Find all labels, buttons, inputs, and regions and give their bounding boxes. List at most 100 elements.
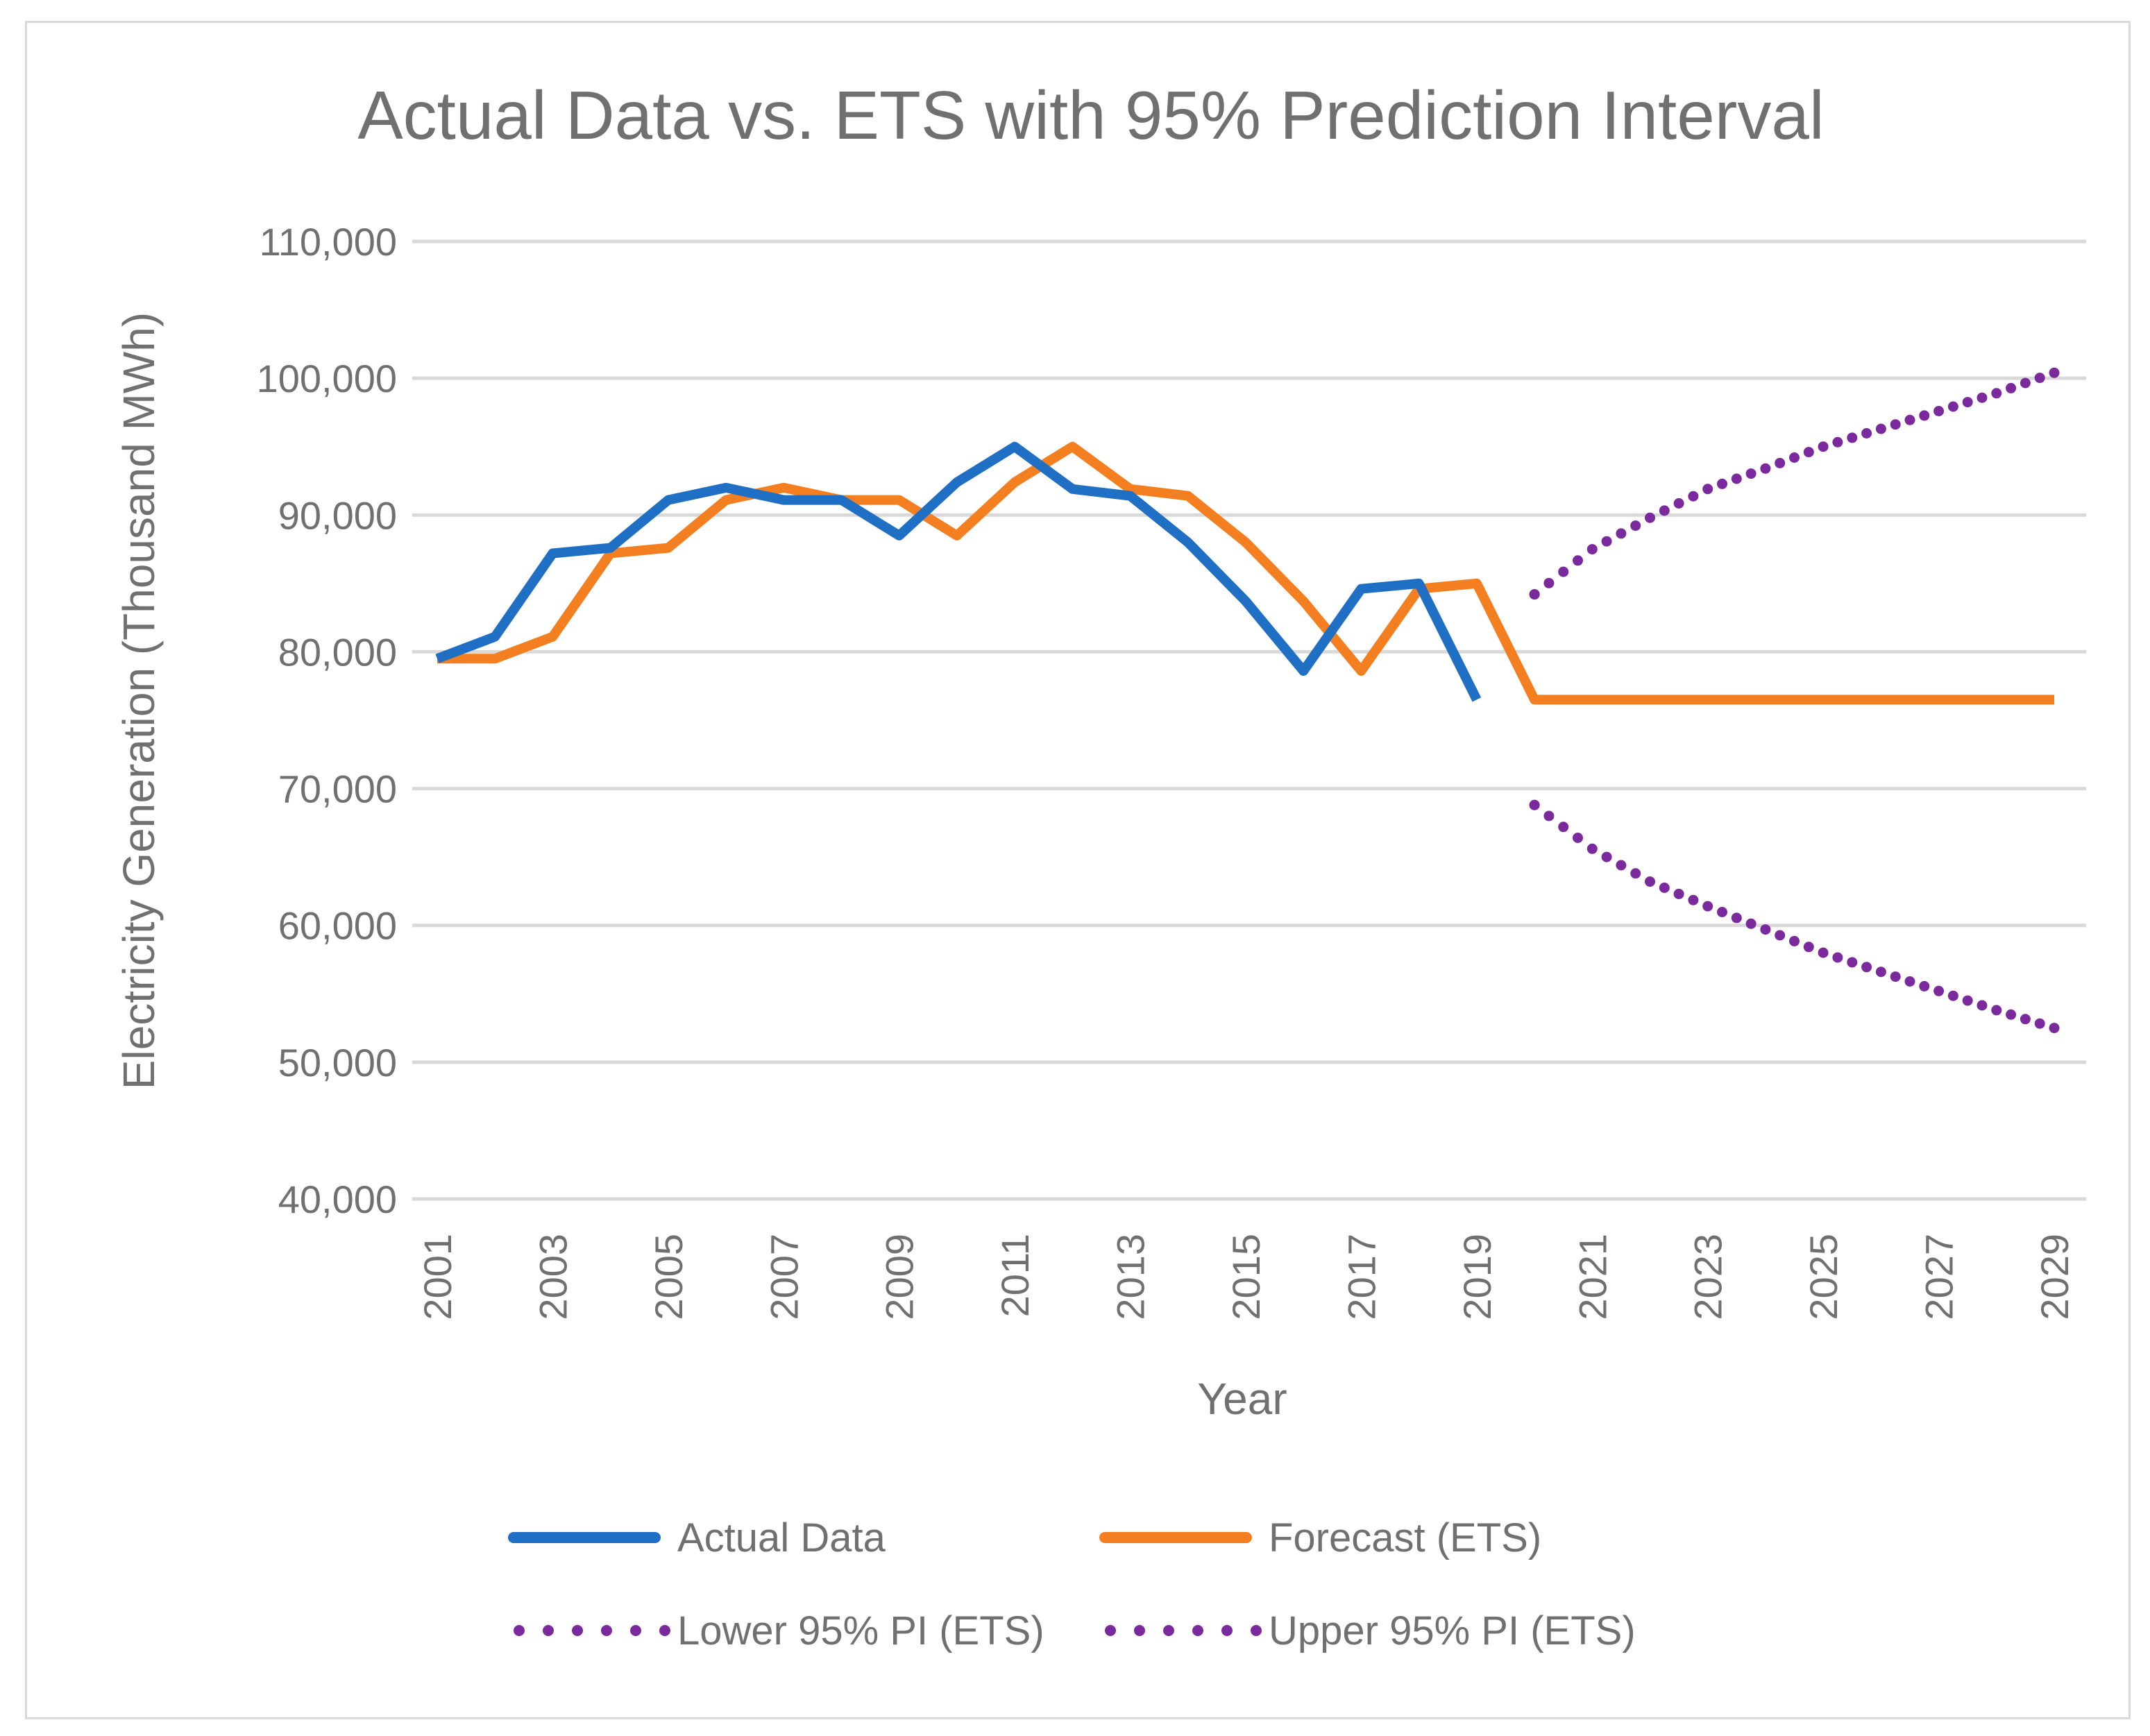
y-tick-label: 80,000 [278, 630, 397, 674]
upper-95-pi-ets-dot [1601, 536, 1612, 547]
y-tick-label: 100,000 [257, 357, 397, 400]
lower-95-pi-ets-dot [1803, 942, 1814, 953]
upper-95-pi-ets-dot [1861, 428, 1872, 439]
legend-dot [630, 1625, 641, 1636]
legend-dot [1221, 1625, 1233, 1636]
upper-95-pi-ets-dot [1919, 410, 1930, 421]
upper-95-pi-ets-dot [1645, 512, 1655, 523]
actual-data-line [435, 441, 1482, 702]
upper-95-pi-ets-dot [1818, 441, 1829, 452]
lower-95-pi-ets-dot [1760, 924, 1771, 935]
lower-95-pi-ets-dot [2034, 1018, 2045, 1029]
legend-label-actual-data: Actual Data [677, 1515, 886, 1560]
x-tick-label: 2029 [2033, 1234, 2076, 1320]
x-axis-title: Year [1197, 1374, 1287, 1424]
lower-95-pi-ets-dot [1962, 995, 1973, 1006]
legend-dot [1163, 1625, 1174, 1636]
x-tick-label: 2025 [1802, 1234, 1845, 1320]
lower-95-pi-ets-dot [1586, 843, 1598, 854]
legend-dot [572, 1625, 583, 1636]
lower-95-pi-ets-dot [1977, 1000, 1988, 1011]
y-tick-label: 50,000 [278, 1041, 397, 1084]
legend-dot [601, 1625, 612, 1636]
lower-95-pi-ets-dot [1543, 810, 1555, 822]
legend-dot [1192, 1625, 1203, 1636]
upper-95-pi-ets-dot [1875, 423, 1886, 434]
x-tick-label: 2027 [1918, 1234, 1961, 1320]
lower-95-pi-ets-dot [1919, 980, 1930, 992]
y-tick-label: 90,000 [278, 493, 397, 537]
chart-title: Actual Data vs. ETS with 95% Prediction … [357, 77, 1824, 153]
upper-95-pi-ets-dot [1803, 447, 1814, 458]
chart-frame [25, 21, 2131, 1719]
upper-95-pi-ets-dot [1789, 452, 1800, 463]
upper-95-pi-ets-dot [1832, 436, 1843, 448]
x-tick-label: 2015 [1224, 1234, 1268, 1320]
lower-95-pi-ets-dot [1529, 799, 1540, 810]
upper-95-pi-ets-dot [1933, 406, 1945, 416]
lower-95-pi-ets-dot [1717, 907, 1727, 917]
upper-95-pi-ets-dot [2049, 367, 2060, 378]
legend-dot [659, 1625, 670, 1636]
upper-95-pi-ets-dot [1586, 544, 1598, 555]
x-tick-label: 2007 [762, 1234, 806, 1320]
forecast-ets-line [437, 441, 2054, 705]
upper-95-pi-ets-dot [2020, 377, 2031, 389]
lower-95-pi-ets-dot [1847, 957, 1858, 968]
x-tick-label: 2023 [1686, 1234, 1730, 1320]
upper-95-pi-ets-dot [1543, 577, 1555, 588]
lower-95-pi-ets-dot [1601, 851, 1612, 862]
upper-95-pi-ets-dot [1991, 388, 2002, 399]
x-tick-label: 2005 [647, 1234, 691, 1320]
legend-label-forecast-ets: Forecast (ETS) [1269, 1515, 1541, 1560]
upper-95-pi-ets-dot [1847, 432, 1858, 443]
lower-95-pi-ets-dot [1904, 976, 1915, 987]
lower-95-pi-ets-dot [1991, 1005, 2002, 1016]
lower-95-pi-ets-dot [2020, 1014, 2031, 1025]
upper-95-pi-ets-dot [2006, 382, 2017, 393]
series-layer [435, 367, 2060, 1034]
y-tick-label: 70,000 [278, 767, 397, 811]
legend-label-lower-95-pi-ets: Lower 95% PI (ETS) [677, 1608, 1044, 1653]
x-tick-label: 2003 [531, 1234, 575, 1320]
y-tick-label: 40,000 [278, 1177, 397, 1221]
lower-95-pi-ets-dot [1789, 935, 1800, 946]
x-tick-label: 2001 [416, 1234, 459, 1320]
lower-95-pi-ets-dot [1745, 918, 1757, 929]
lower-95-pi-ets-dot [1861, 962, 1872, 973]
legend-dot [1134, 1625, 1145, 1636]
y-axis-title: Electricity Generation (Thousand MWh) [114, 312, 164, 1089]
upper-95-pi-ets-dot [1760, 463, 1771, 474]
x-tick-label: 2009 [878, 1234, 922, 1320]
upper-95-pi-ets-dot [1702, 484, 1713, 495]
upper-95-pi-ets-dot [1630, 520, 1641, 531]
upper-95-pi-ets-dot [1659, 505, 1670, 516]
upper-95-pi-ets-dot [1558, 566, 1569, 577]
lower-95-pi-ets-dot [1645, 876, 1655, 887]
gridlines [412, 239, 2086, 1201]
legend-dot [514, 1625, 525, 1636]
x-tick-label: 2019 [1455, 1234, 1499, 1320]
x-axis-ticks: 2001 2003 2005 2007 2009 2011 2013 2015 2017 2019… [416, 1234, 2076, 1320]
x-tick-label: 2021 [1571, 1234, 1614, 1320]
legend-dot [543, 1625, 554, 1636]
lower-95-pi-ets-dot [2049, 1023, 2060, 1034]
upper-95-pi-ets-dot [1673, 498, 1684, 509]
x-tick-label: 2017 [1339, 1234, 1383, 1320]
lower-95-pi-ets-dot [1630, 868, 1641, 879]
upper-95-pi-ets-dot [1573, 555, 1583, 566]
legend-dot [1105, 1625, 1116, 1636]
lower-95-pi-ets-dot [1775, 930, 1786, 941]
upper-95-pi-ets-dot [1529, 589, 1540, 600]
upper-95-pi-ets-dot [1731, 473, 1742, 484]
legend: Actual Data Forecast (ETS) Lower 95% PI (E… [508, 1515, 1636, 1653]
lower-95-pi-ets-dot [1890, 971, 1901, 982]
legend-label-upper-95-pi-ets: Upper 95% PI (ETS) [1269, 1608, 1636, 1653]
upper-95-pi-ets-dot [1745, 468, 1757, 479]
upper-95-pi-ets-dot [1775, 457, 1786, 468]
upper-95-pi-ets-dot [1962, 397, 1973, 408]
upper-95-pi-ets-dot [1977, 392, 1988, 403]
lower-95-pi-ets-dot [1659, 883, 1670, 893]
lower-95-pi-ets-dot [2006, 1009, 2017, 1020]
lower-95-pi-ets-dot [1573, 833, 1583, 843]
